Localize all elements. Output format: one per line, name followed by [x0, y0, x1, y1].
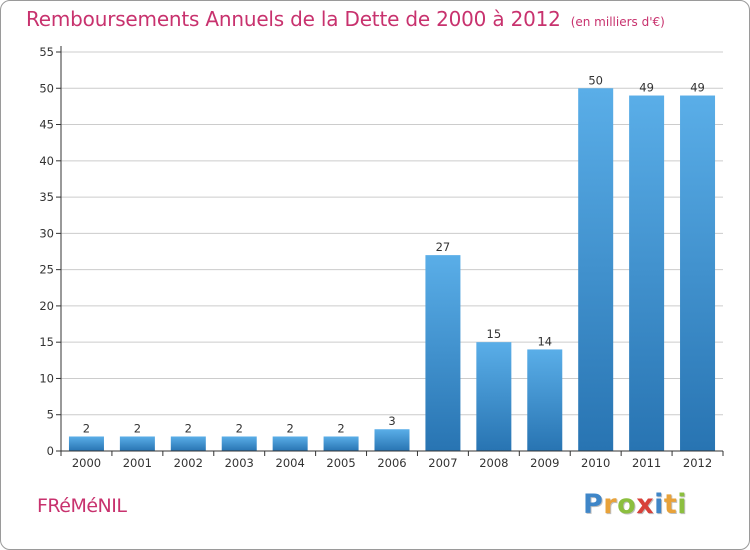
- data-label: 2: [185, 421, 192, 435]
- x-tick-label: 2009: [530, 456, 559, 470]
- chart-subtitle: (en milliers d'€): [570, 15, 665, 29]
- logo-letter: P: [583, 489, 604, 520]
- bar: [578, 88, 614, 451]
- data-label: 50: [588, 73, 603, 87]
- x-tick-label: 2012: [683, 456, 712, 470]
- data-label: 14: [537, 334, 552, 348]
- bar: [476, 342, 512, 451]
- y-tick-label: 45: [39, 118, 54, 132]
- bar: [629, 95, 665, 451]
- data-label: 2: [236, 421, 243, 435]
- y-tick-label: 20: [39, 299, 54, 313]
- bar: [374, 429, 410, 451]
- proxiti-logo[interactable]: Proxiti: [583, 489, 687, 520]
- y-tick-label: 35: [39, 190, 54, 204]
- x-tick-label: 2002: [174, 456, 203, 470]
- logo-letter: i: [654, 489, 664, 520]
- chart-title-text: Remboursements Annuels de la Dette de 20…: [26, 7, 561, 31]
- data-label: 2: [134, 421, 141, 435]
- gridlines: [61, 51, 723, 416]
- bar: [170, 436, 206, 451]
- bar: [119, 436, 155, 451]
- y-tick-label: 30: [39, 226, 54, 240]
- logo-letter: x: [636, 489, 655, 520]
- y-tick-label: 15: [39, 335, 54, 349]
- y-tick-label: 25: [39, 263, 54, 277]
- data-label: 49: [639, 81, 654, 95]
- x-tick-label: 2011: [632, 456, 661, 470]
- data-label: 15: [487, 327, 502, 341]
- x-tick-label: 2007: [428, 456, 457, 470]
- logo-letter: o: [617, 489, 637, 520]
- logo-letter: t: [663, 489, 678, 520]
- bar: [221, 436, 257, 451]
- data-label: 2: [337, 421, 344, 435]
- bar: [323, 436, 359, 451]
- y-tick-label: 50: [39, 81, 54, 95]
- y-tick-label: 10: [39, 371, 54, 385]
- bars: [68, 88, 716, 451]
- bar: [680, 95, 716, 451]
- bar: [425, 255, 461, 451]
- x-tick-label: 2000: [72, 456, 101, 470]
- y-tick-label: 0: [47, 444, 54, 458]
- commune-name: FRéMéNIL: [37, 495, 127, 517]
- x-tick-label: 2005: [326, 456, 355, 470]
- x-tick-label: 2004: [276, 456, 305, 470]
- y-tick-label: 5: [47, 408, 54, 422]
- x-tick-label: 2006: [377, 456, 406, 470]
- bar: [527, 349, 563, 451]
- y-tick-label: 55: [39, 45, 54, 59]
- y-tick-label: 40: [39, 154, 54, 168]
- axes: [56, 46, 724, 456]
- x-tick-label: 2003: [225, 456, 254, 470]
- data-label: 27: [436, 240, 451, 254]
- x-tick-label: 2010: [581, 456, 610, 470]
- data-label: 2: [83, 421, 90, 435]
- bar: [272, 436, 308, 451]
- labels: 0 5 10 15 20 25 30 35 40 45 50 55 2 2000 2 2001 2 2002 2 20…: [39, 45, 712, 470]
- chart-title: Remboursements Annuels de la Dette de 20…: [26, 7, 665, 31]
- x-tick-label: 2001: [123, 456, 152, 470]
- logo-letter: i: [677, 489, 688, 520]
- x-tick-label: 2008: [479, 456, 508, 470]
- data-label: 2: [286, 421, 293, 435]
- data-label: 3: [388, 414, 395, 428]
- bar: [68, 436, 104, 451]
- logo-letter: r: [603, 489, 618, 520]
- data-label: 49: [690, 81, 705, 95]
